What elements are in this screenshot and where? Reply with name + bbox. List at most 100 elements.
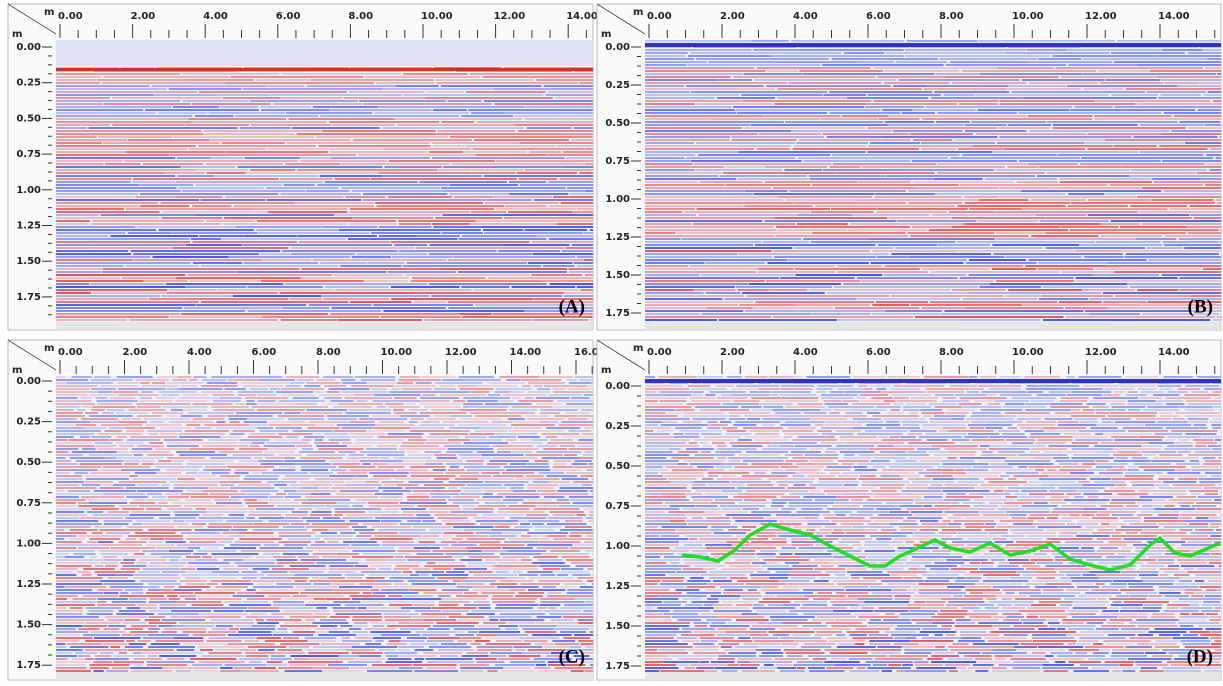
radar-texture xyxy=(102,271,237,273)
radar-texture xyxy=(421,613,461,615)
radar-texture xyxy=(645,523,687,525)
radar-texture xyxy=(379,106,524,108)
radar-texture xyxy=(438,130,515,132)
radar-texture xyxy=(839,541,861,543)
radar-texture xyxy=(241,490,279,492)
radar-texture xyxy=(1053,55,1154,57)
radar-texture xyxy=(1023,622,1043,624)
radar-texture xyxy=(748,589,757,591)
radar-texture xyxy=(56,265,124,267)
radar-texture xyxy=(189,148,266,150)
radar-texture xyxy=(458,640,472,642)
radar-texture xyxy=(946,496,984,498)
radar-texture xyxy=(735,466,779,468)
radar-texture xyxy=(1167,604,1190,606)
radar-texture xyxy=(79,535,122,537)
radar-texture xyxy=(264,544,279,546)
y-tick-label: 0.75 xyxy=(16,149,41,160)
radar-texture xyxy=(500,580,513,582)
y-tick-label: 1.25 xyxy=(605,232,630,243)
radar-texture xyxy=(962,154,1056,156)
radar-texture xyxy=(333,589,370,591)
radar-texture xyxy=(119,445,134,447)
radar-texture xyxy=(242,382,290,384)
radar-texture xyxy=(1108,415,1156,417)
radar-texture xyxy=(379,226,432,228)
radar-texture xyxy=(321,532,337,534)
radar-texture xyxy=(1206,628,1223,630)
radar-texture xyxy=(461,487,507,489)
radar-texture xyxy=(858,385,867,387)
radar-texture xyxy=(339,586,372,588)
radar-texture xyxy=(924,88,1008,90)
radar-texture xyxy=(1008,487,1055,489)
radar-texture xyxy=(103,142,220,144)
radar-texture xyxy=(747,418,760,420)
radar-texture xyxy=(1137,196,1223,198)
radar-texture xyxy=(693,499,712,501)
radar-texture xyxy=(186,472,197,474)
radar-texture xyxy=(150,538,164,540)
radar-texture xyxy=(391,463,426,465)
radar-texture xyxy=(1140,397,1162,399)
radar-texture xyxy=(789,400,819,402)
radar-texture xyxy=(645,67,754,69)
radar-texture xyxy=(965,523,985,525)
radar-texture xyxy=(1180,505,1189,507)
radar-texture xyxy=(1183,520,1223,522)
radar-texture xyxy=(373,637,402,639)
radar-texture xyxy=(958,148,1004,150)
radar-texture xyxy=(958,403,981,405)
radar-texture xyxy=(645,271,756,273)
radar-texture xyxy=(450,511,493,513)
radar-texture xyxy=(269,502,298,504)
radar-texture xyxy=(147,454,174,456)
radar-texture xyxy=(329,631,349,633)
radar-texture xyxy=(362,463,370,465)
radar-texture xyxy=(301,517,320,519)
radar-texture xyxy=(1047,172,1196,174)
radar-texture xyxy=(675,427,701,429)
radar-texture xyxy=(405,487,445,489)
radar-texture xyxy=(248,505,274,507)
radar-texture xyxy=(900,463,940,465)
x-tick-label: 14.00 xyxy=(510,347,542,358)
radar-texture xyxy=(326,505,350,507)
radar-texture xyxy=(238,394,256,396)
radar-texture xyxy=(339,580,376,582)
radar-texture xyxy=(1159,388,1172,390)
radar-texture xyxy=(1216,199,1223,201)
radar-texture xyxy=(696,103,773,105)
radar-texture xyxy=(1084,88,1124,90)
radar-texture xyxy=(1043,319,1104,321)
radar-texture xyxy=(766,517,804,519)
radar-texture xyxy=(254,667,275,669)
radar-texture xyxy=(360,562,384,564)
radar-texture xyxy=(1083,409,1095,411)
radar-texture xyxy=(1210,619,1223,621)
radar-texture xyxy=(773,250,870,252)
radar-texture xyxy=(1006,616,1024,618)
radar-texture xyxy=(883,619,910,621)
radar-texture xyxy=(936,526,960,528)
radar-texture xyxy=(225,82,374,84)
radar-texture xyxy=(1138,613,1148,615)
radar-texture xyxy=(334,601,361,603)
radar-texture xyxy=(866,259,966,261)
radar-texture xyxy=(472,169,523,171)
radar-texture xyxy=(765,220,896,222)
radar-texture xyxy=(762,424,775,426)
radar-texture xyxy=(209,652,242,654)
radar-texture xyxy=(468,109,594,111)
radar-texture xyxy=(1107,622,1124,624)
radar-texture xyxy=(150,598,167,600)
radar-texture xyxy=(829,472,840,474)
radar-texture xyxy=(773,187,915,189)
radar-texture xyxy=(836,172,935,174)
radar-texture xyxy=(645,100,742,102)
radar-texture xyxy=(300,157,332,159)
radar-texture xyxy=(70,457,105,459)
radar-texture xyxy=(981,454,1017,456)
radar-texture xyxy=(56,400,92,402)
radar-texture xyxy=(448,487,457,489)
